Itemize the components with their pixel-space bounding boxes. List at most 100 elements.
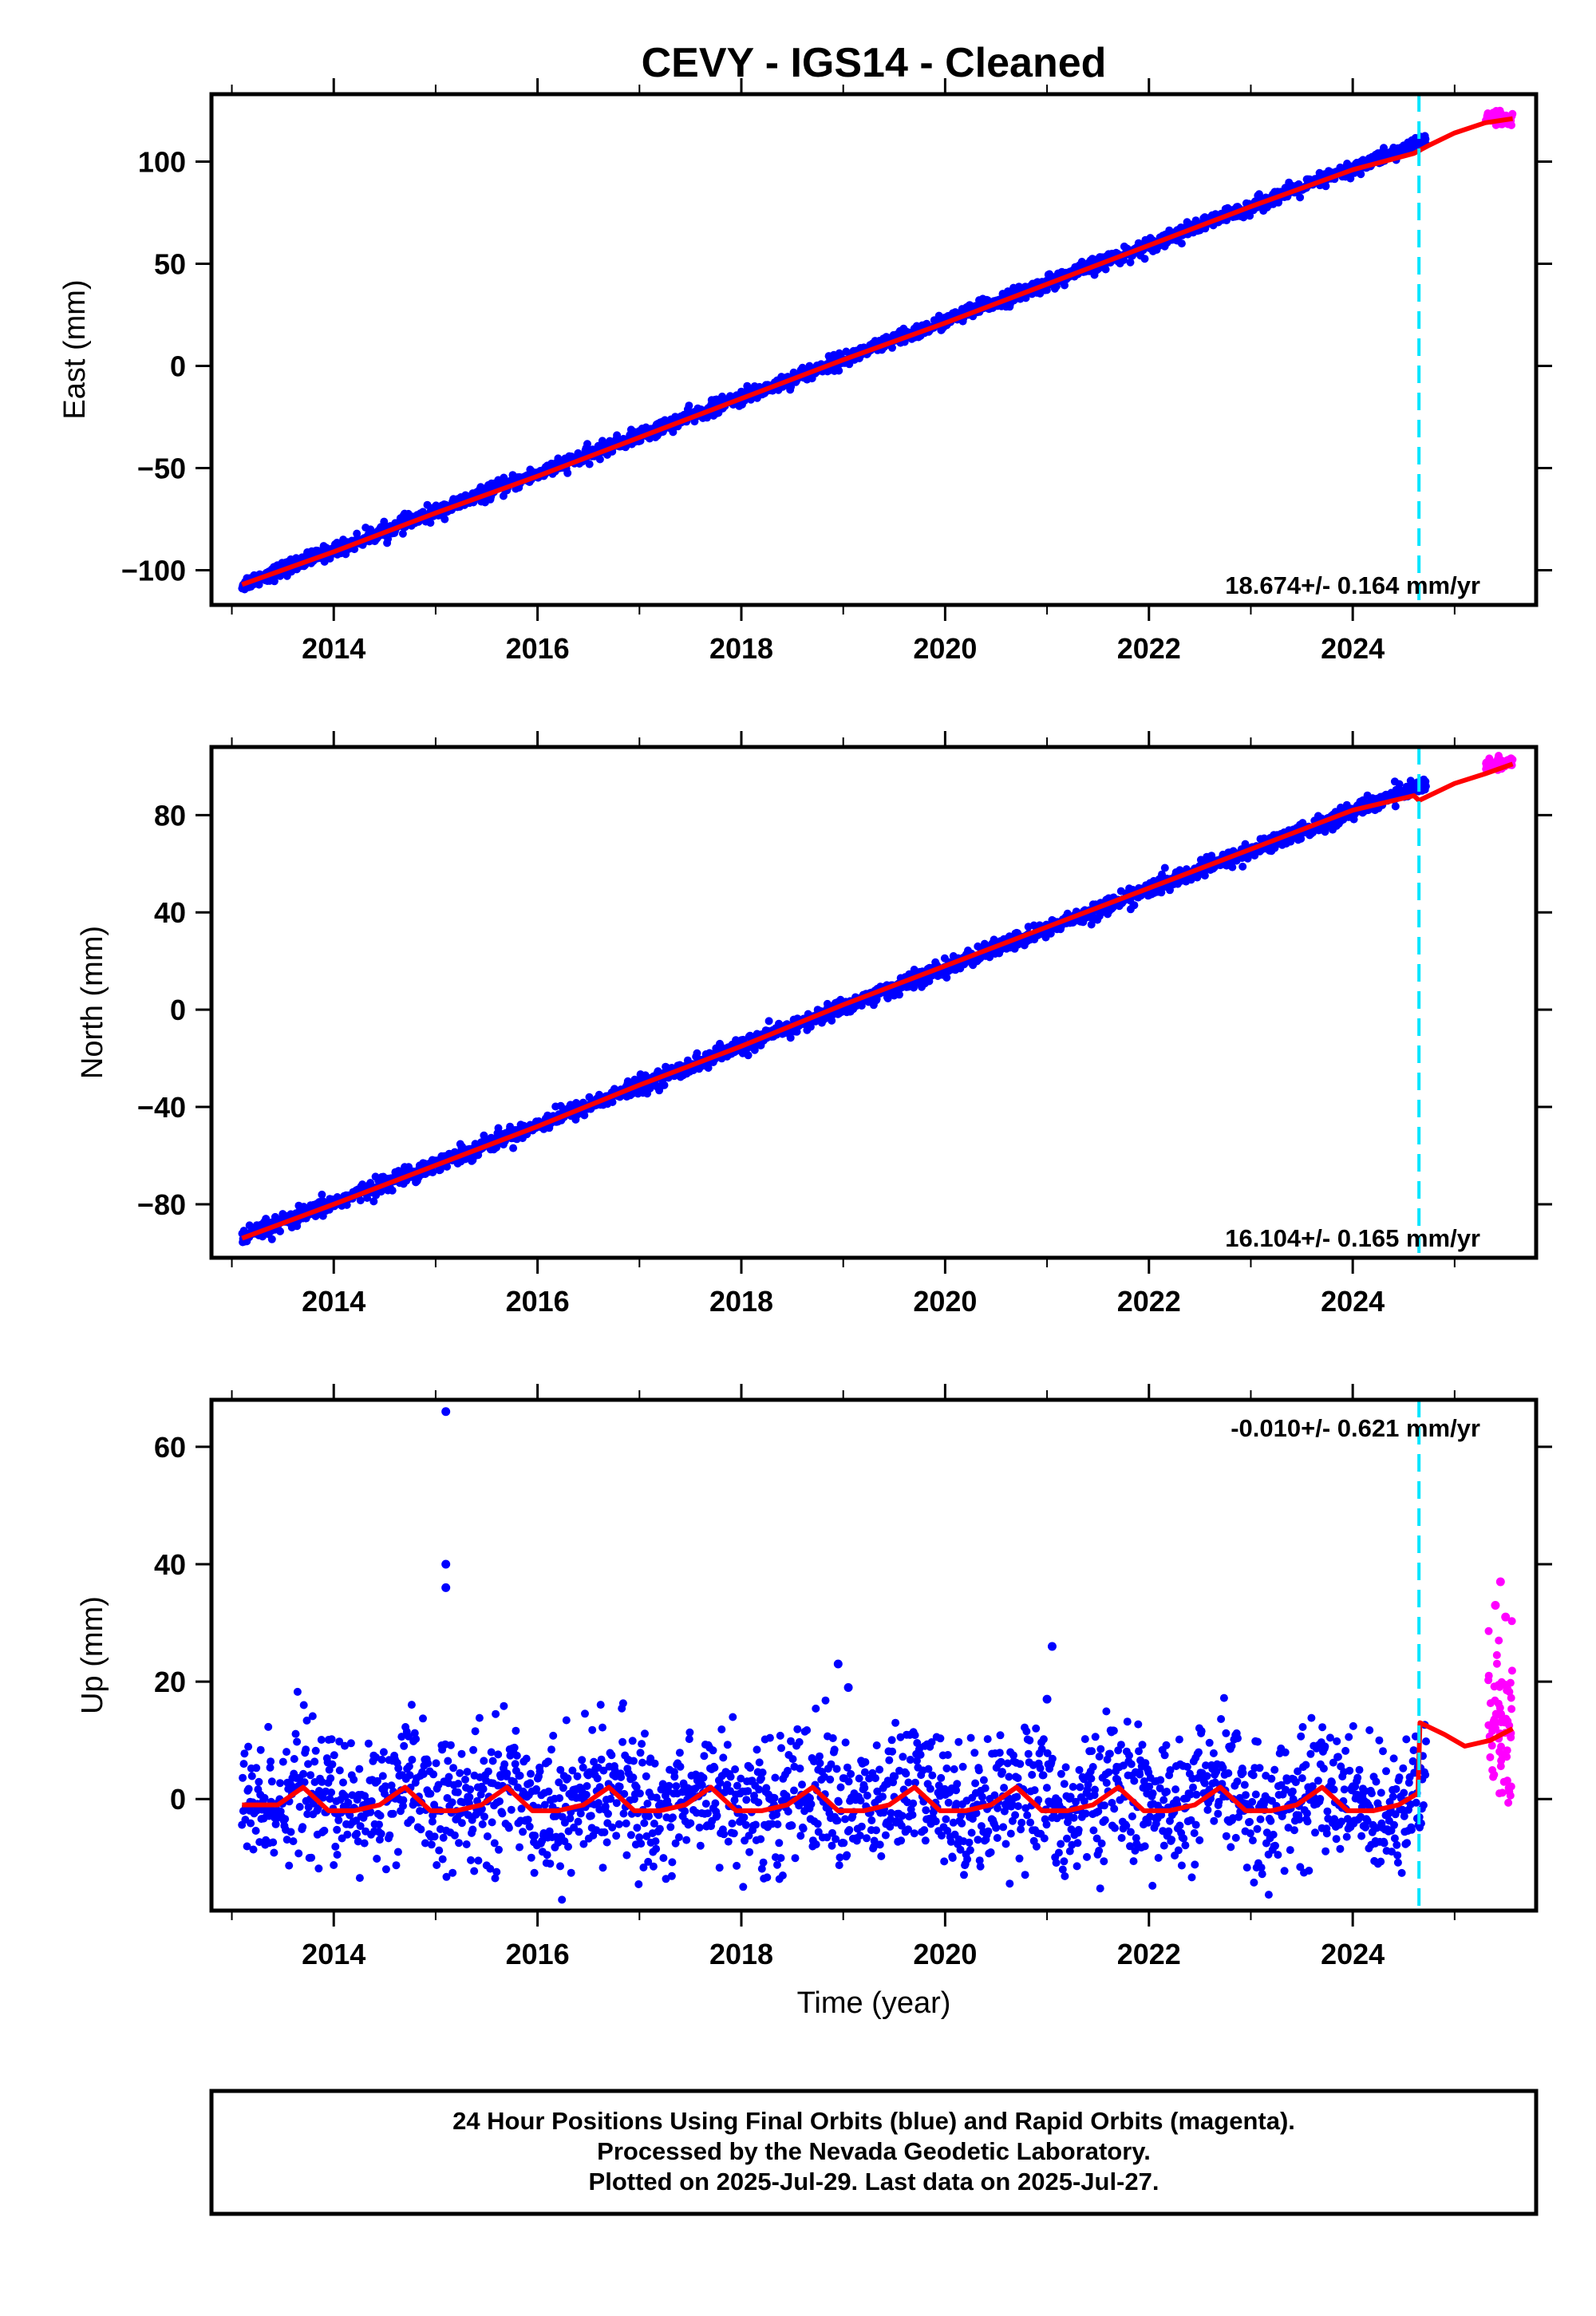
final-orbit-point xyxy=(770,1793,779,1802)
final-orbit-point xyxy=(632,1783,641,1792)
final-orbit-point xyxy=(449,1764,458,1773)
final-orbit-point xyxy=(1391,802,1400,811)
y-axis-title: North (mm) xyxy=(76,926,109,1079)
final-orbit-point xyxy=(318,1190,326,1199)
final-orbit-point xyxy=(255,1777,263,1786)
plot-area xyxy=(211,1400,1536,1911)
final-orbit-point xyxy=(432,1759,440,1768)
final-orbit-point xyxy=(618,1737,627,1746)
final-orbit-point xyxy=(737,1774,745,1783)
final-orbit-point xyxy=(424,1759,433,1768)
rapid-orbit-point xyxy=(1495,752,1503,760)
final-orbit-point xyxy=(510,1743,519,1752)
final-orbit-point xyxy=(640,1819,649,1828)
final-orbit-point xyxy=(596,1701,605,1709)
final-orbit-point xyxy=(311,1746,320,1755)
final-orbit-point xyxy=(367,1797,376,1805)
final-orbit-point xyxy=(601,1802,610,1811)
final-orbit-point xyxy=(331,1842,340,1851)
final-orbit-point xyxy=(746,1764,755,1773)
final-orbit-point xyxy=(509,1777,518,1786)
final-orbit-point xyxy=(303,1810,312,1819)
final-orbit-point xyxy=(784,1807,792,1816)
final-orbit-point xyxy=(583,1782,591,1790)
final-orbit-point xyxy=(1046,929,1055,938)
final-orbit-point xyxy=(335,1766,344,1775)
final-orbit-point xyxy=(373,1855,381,1863)
final-orbit-point xyxy=(703,1809,712,1818)
final-orbit-point xyxy=(554,1838,563,1847)
final-orbit-point xyxy=(480,1757,488,1765)
final-orbit-point xyxy=(772,1810,781,1819)
final-orbit-point xyxy=(444,1773,453,1781)
final-orbit-point xyxy=(286,1828,295,1836)
final-orbit-point xyxy=(638,1758,646,1767)
final-orbit-point xyxy=(341,1741,349,1750)
final-orbit-point xyxy=(635,1789,644,1798)
x-tick-label: 2018 xyxy=(709,632,773,665)
final-orbit-point xyxy=(509,1144,518,1152)
final-orbit-point xyxy=(786,1034,795,1042)
model-curve xyxy=(241,116,1514,587)
final-orbit-point xyxy=(671,1839,680,1848)
final-orbit-point xyxy=(750,1045,759,1054)
final-orbit-point xyxy=(453,1788,462,1796)
final-orbit-point xyxy=(300,1778,309,1787)
final-orbit-point xyxy=(457,1819,466,1828)
final-orbit-point xyxy=(511,1760,519,1769)
final-orbit-point xyxy=(320,1826,329,1835)
final-orbit-point xyxy=(676,1762,685,1771)
final-orbit-point xyxy=(562,1716,571,1725)
final-orbit-point xyxy=(567,1868,575,1877)
final-orbit-point xyxy=(356,1822,365,1831)
final-orbit-point xyxy=(733,1781,741,1790)
data-layer xyxy=(238,752,1517,1247)
final-orbit-point xyxy=(360,1839,369,1848)
final-orbit-point xyxy=(773,1860,781,1869)
final-orbit-point xyxy=(763,1873,772,1882)
final-orbit-point xyxy=(532,1784,541,1793)
final-orbit-point xyxy=(455,1839,463,1848)
final-orbit-point xyxy=(788,1755,797,1764)
y-tick-label: 50 xyxy=(154,247,186,280)
final-orbit-point xyxy=(720,1830,729,1839)
final-orbit-point xyxy=(812,1704,820,1713)
final-orbit-point xyxy=(480,1812,488,1821)
final-orbit-point xyxy=(444,1757,452,1765)
final-orbit-point xyxy=(1061,281,1069,290)
final-orbit-point xyxy=(650,1820,658,1828)
final-orbit-point xyxy=(776,1731,784,1740)
final-orbit-point xyxy=(607,1751,616,1760)
final-orbit-point xyxy=(754,1798,763,1807)
final-orbit-point xyxy=(435,1846,444,1855)
final-orbit-point xyxy=(247,1819,255,1828)
final-orbit-point xyxy=(942,974,951,982)
final-orbit-point xyxy=(440,515,449,524)
y-axis-title: East (mm) xyxy=(58,279,92,419)
x-tick-label: 2022 xyxy=(1117,632,1181,665)
final-orbit-point xyxy=(745,1848,754,1856)
final-orbit-point xyxy=(629,1773,638,1782)
final-orbit-point xyxy=(405,1762,413,1771)
final-orbit-point xyxy=(602,1838,611,1847)
final-orbit-point xyxy=(1228,863,1237,871)
final-orbit-point xyxy=(546,1860,555,1868)
final-orbit-point xyxy=(249,1845,258,1854)
final-orbit-point xyxy=(633,1824,642,1832)
final-orbit-point xyxy=(798,1780,806,1789)
final-orbit-point xyxy=(523,1816,532,1824)
final-orbit-point xyxy=(681,1807,689,1816)
final-orbit-point xyxy=(696,1841,705,1850)
final-orbit-point xyxy=(389,1809,397,1818)
y-tick-label: 40 xyxy=(154,896,186,929)
final-orbit-point xyxy=(612,1832,621,1840)
final-orbit-point xyxy=(795,1737,804,1746)
final-orbit-point xyxy=(634,1880,643,1888)
final-orbit-point xyxy=(650,1759,659,1768)
final-orbit-point xyxy=(366,1808,375,1816)
final-orbit-point xyxy=(1243,854,1252,863)
final-orbit-point xyxy=(644,1857,653,1866)
final-orbit-point xyxy=(615,1782,624,1791)
final-orbit-point xyxy=(495,1845,503,1854)
